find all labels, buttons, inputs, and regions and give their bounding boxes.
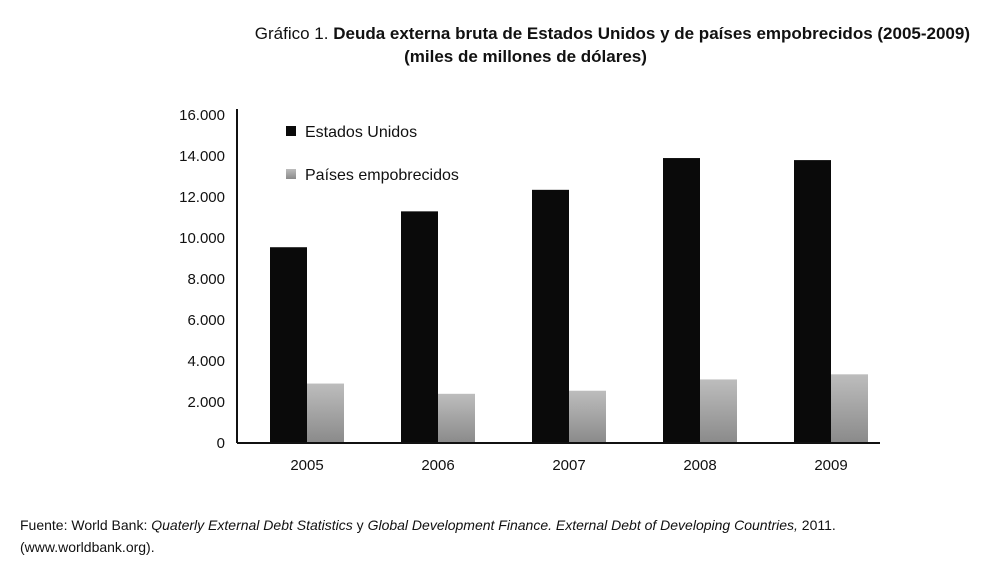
bar-paises-empobrecidos [438, 393, 475, 443]
bar-paises-empobrecidos [569, 390, 606, 443]
legend-label-estados-unidos: Estados Unidos [305, 124, 417, 141]
bar-paises-empobrecidos [831, 374, 868, 443]
x-tick-label: 2008 [683, 457, 716, 474]
chart-title-prefix: Gráfico 1. [254, 24, 329, 43]
x-tick-label: 2007 [552, 457, 585, 474]
y-tick-label: 0 [217, 435, 225, 452]
source-publication-1: Quaterly External Debt Statistics [151, 517, 353, 533]
bars [270, 158, 868, 444]
y-tick-label: 16.000 [179, 107, 225, 124]
source-year: 2011. [797, 517, 836, 533]
source-note: Fuente: World Bank: Quaterly External De… [20, 514, 980, 558]
y-tick-label: 14.000 [179, 148, 225, 165]
legend-label-paises-empobrecidos: Países empobrecidos [305, 167, 459, 184]
bar-paises-empobrecidos [307, 383, 344, 443]
chart-title-line: Gráfico 1. Deuda externa bruta de Estado… [255, 22, 970, 45]
source-lead: Fuente: World Bank: [20, 517, 152, 533]
bar-estados-unidos [794, 160, 831, 443]
bar-paises-empobrecidos [700, 379, 737, 443]
legend-swatch-paises-empobrecidos [286, 169, 296, 179]
y-tick-label: 8.000 [187, 271, 225, 288]
chart-title-main: Deuda externa bruta de Estados Unidos y … [333, 24, 970, 43]
bar-estados-unidos [663, 158, 700, 444]
legend-swatch-estados-unidos [286, 126, 296, 136]
bar-estados-unidos [401, 211, 438, 443]
y-tick-label: 6.000 [187, 312, 225, 329]
y-axis: 0 2.000 4.000 6.000 8.000 10.000 12.000 14.000 1… [179, 107, 238, 452]
x-tick-label: 2009 [814, 457, 847, 474]
source-publication-2: Global Development Finance. External Deb… [367, 517, 798, 533]
y-tick-label: 10.000 [179, 230, 225, 247]
y-tick-label: 4.000 [187, 353, 225, 370]
legend: Estados Unidos Países empobrecidos [286, 124, 459, 184]
x-tick-label: 2006 [421, 457, 454, 474]
bar-estados-unidos [532, 189, 569, 443]
x-tick-label: 2005 [290, 457, 323, 474]
chart-subtitle: (miles de millones de dólares) [404, 47, 647, 66]
source-conjunction: y [352, 517, 368, 533]
y-tick-label: 12.000 [179, 189, 225, 206]
bar-estados-unidos [270, 247, 307, 443]
y-tick-label: 2.000 [187, 394, 225, 411]
x-axis: 2005 2006 2007 2008 2009 [237, 442, 880, 474]
source-url: (www.worldbank.org). [20, 539, 155, 555]
